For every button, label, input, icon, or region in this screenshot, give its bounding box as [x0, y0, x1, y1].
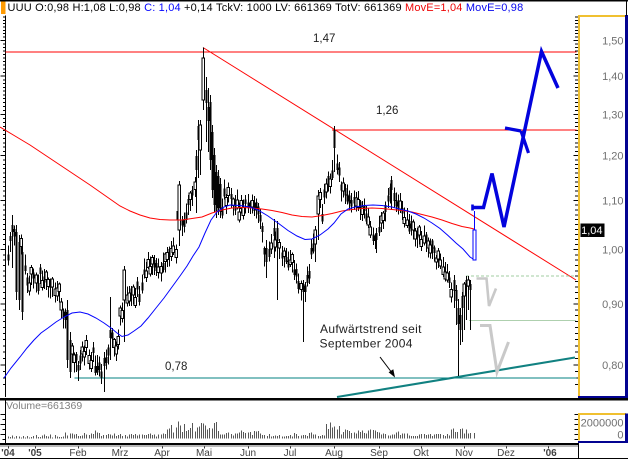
svg-text:0,78: 0,78	[165, 361, 187, 373]
svg-text:Jun: Jun	[240, 448, 256, 459]
svg-text:1,40: 1,40	[602, 71, 623, 83]
svg-text:1,00: 1,00	[602, 245, 623, 257]
svg-text:1,26: 1,26	[376, 105, 398, 117]
svg-text:1,10: 1,10	[602, 196, 623, 208]
svg-text:'06: '06	[543, 448, 557, 459]
svg-text:'04: '04	[1, 448, 15, 459]
svg-text:UUU O:0,98 H:1,08 L:0,98 C: 1,: UUU O:0,98 H:1,08 L:0,98 C: 1,04 +0,14 T…	[8, 2, 524, 14]
svg-text:Aug: Aug	[325, 448, 343, 459]
svg-text:1,30: 1,30	[602, 109, 623, 121]
svg-text:Nov: Nov	[455, 448, 473, 459]
svg-text:'05: '05	[28, 448, 42, 459]
svg-text:Okt: Okt	[413, 448, 429, 459]
svg-text:Aufwärtstrend seit: Aufwärtstrend seit	[320, 322, 422, 336]
svg-text:0: 0	[617, 430, 623, 442]
svg-text:1,04: 1,04	[581, 225, 602, 237]
svg-text:1,50: 1,50	[602, 36, 623, 48]
svg-text:September 2004: September 2004	[320, 337, 413, 351]
svg-text:Feb: Feb	[69, 448, 87, 459]
svg-text:Dez: Dez	[497, 448, 515, 459]
svg-text:2000000: 2000000	[581, 418, 624, 430]
svg-text:Mai: Mai	[196, 448, 212, 459]
svg-text:0,90: 0,90	[602, 299, 623, 311]
svg-text:Sep: Sep	[370, 448, 388, 459]
svg-text:Mrz: Mrz	[112, 448, 129, 459]
svg-text:Jul: Jul	[284, 448, 297, 459]
svg-text:1,47: 1,47	[313, 33, 335, 45]
svg-text:1,20: 1,20	[602, 151, 623, 163]
svg-text:Apr: Apr	[154, 448, 170, 459]
svg-text:Volume=661369: Volume=661369	[6, 400, 82, 412]
svg-text:0,80: 0,80	[602, 360, 623, 372]
